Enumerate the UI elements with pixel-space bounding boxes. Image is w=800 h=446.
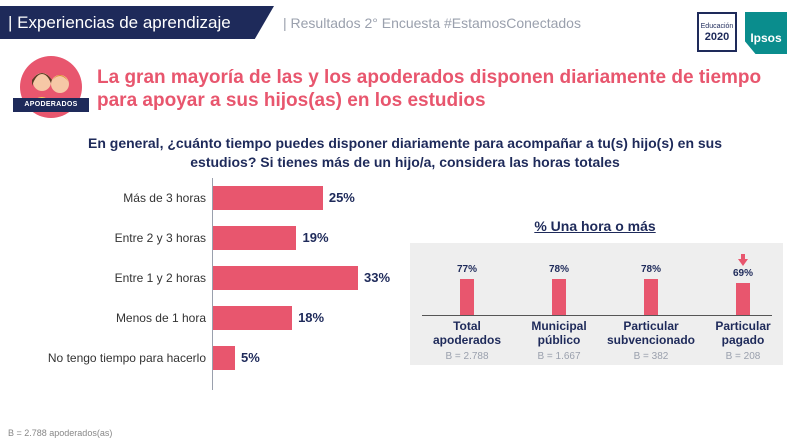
logo-edu-bottom: 2020: [704, 30, 730, 43]
horizontal-bar: [213, 266, 358, 290]
group-category-line: público: [537, 333, 581, 347]
group-category-label: Particular pagado: [693, 319, 793, 347]
horizontal-bar: [213, 186, 323, 210]
apoderados-badge: APODERADOS: [13, 98, 89, 112]
vertical-bar-value: 78%: [548, 264, 569, 275]
educacion-2020-logo: Educación 2020: [697, 12, 737, 52]
group-category-line: Total: [453, 319, 481, 333]
group-base-size: B = 382: [633, 351, 669, 362]
vertical-bar-value: 78%: [640, 264, 661, 275]
group-base-size: B = 1.667: [537, 351, 581, 362]
bar-category-label: Entre 1 y 2 horas: [114, 271, 206, 285]
one-hour-or-more-panel: 77% Total apoderados B = 2.788 78% Municipal p…: [410, 243, 783, 365]
survey-question: En general, ¿cuánto tiempo puedes dispon…: [87, 135, 723, 170]
bar-value-label: 33%: [364, 270, 391, 285]
decrease-arrow-icon: [738, 259, 748, 267]
bar-value-label: 18%: [298, 310, 325, 325]
group-base-size: B = 208: [725, 351, 761, 362]
value-axis-baseline: [422, 315, 772, 316]
bar-category-label: Menos de 1 hora: [115, 311, 206, 325]
logo-edu-top: Educación: [700, 23, 734, 30]
vertical-bar: [460, 279, 474, 315]
vertical-bar-value: 77%: [456, 264, 477, 276]
group-base-size: B = 2.788: [445, 351, 489, 362]
group-category-line: Particular: [623, 319, 679, 333]
vertical-bar: [736, 283, 750, 315]
bar-category-label: Entre 2 y 3 horas: [114, 231, 206, 245]
vertical-bar: [552, 279, 566, 315]
horizontal-bar: [213, 306, 293, 330]
horizontal-bar: [213, 346, 235, 370]
base-footnote: B = 2.788 apoderados(as): [8, 428, 113, 438]
bar-category-label: No tengo tiempo para hacerlo: [47, 351, 206, 365]
horizontal-bar: [213, 226, 297, 250]
group-category-line: apoderados: [432, 333, 501, 347]
bar-category-label: Más de 3 horas: [123, 191, 206, 205]
vertical-bar-value: 69%: [732, 268, 753, 280]
top-bar: | Experiencias de aprendizaje | Resultad…: [0, 0, 800, 54]
section-title: | Experiencias de aprendizaje: [0, 6, 274, 39]
bar-value-label: 19%: [302, 230, 329, 245]
category-axis: [212, 178, 213, 390]
group-category-label: Total apoderados: [417, 319, 517, 347]
group-category-line: Particular: [715, 319, 771, 333]
bar-value-label: 25%: [328, 190, 355, 205]
survey-subtitle: | Resultados 2° Encuesta #EstamosConecta…: [283, 15, 581, 31]
group-category-line: pagado: [721, 333, 765, 347]
group-category-label: Particular subvencionado: [601, 319, 701, 347]
headline: La gran mayoría de las y los apoderados …: [97, 67, 762, 111]
time-availability-bar-chart: Más de 3 horas 25% Entre 2 y 3 horas 19% Ent…: [0, 170, 420, 400]
group-category-label: Municipal público: [509, 319, 609, 347]
group-category-line: Municipal: [531, 319, 587, 333]
group-category-line: subvencionado: [606, 333, 695, 347]
subchart-title: % Una hora o más: [534, 218, 656, 234]
bar-value-label: 5%: [240, 350, 260, 365]
vertical-bar: [644, 279, 658, 315]
decrease-arrow-stem: [741, 254, 745, 260]
ipsos-logo: Ipsos: [745, 12, 787, 54]
